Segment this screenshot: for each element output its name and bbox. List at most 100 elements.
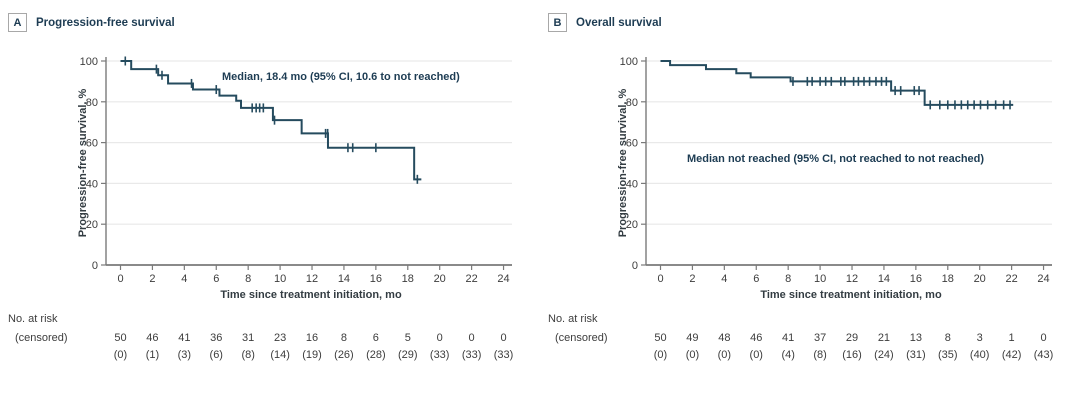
x-tick-label: 14 bbox=[338, 273, 350, 285]
censored-value: (31) bbox=[906, 349, 926, 361]
at-risk-value: 46 bbox=[146, 332, 158, 344]
y-tick-label: 0 bbox=[632, 260, 638, 272]
y-tick-label: 40 bbox=[86, 178, 98, 190]
at-risk-value: 49 bbox=[686, 332, 698, 344]
x-tick-label: 6 bbox=[213, 273, 219, 285]
censored-value: (33) bbox=[430, 349, 450, 361]
km-curve bbox=[660, 60, 1014, 106]
censored-value: (4) bbox=[781, 349, 794, 361]
x-tick-label: 20 bbox=[434, 273, 446, 285]
x-tick-label: 18 bbox=[402, 273, 414, 285]
at-risk-value: 0 bbox=[1040, 332, 1046, 344]
censored-value: (19) bbox=[302, 349, 322, 361]
y-tick-label: 20 bbox=[626, 219, 638, 231]
y-tick-label: 80 bbox=[86, 97, 98, 109]
panel-a-letter: A bbox=[13, 16, 22, 29]
x-tick-label: 2 bbox=[149, 273, 155, 285]
panel-progression-free-survival: A Progression-free survival 0 20 40 60 80 100… bbox=[8, 13, 514, 361]
y-tick-label: 60 bbox=[626, 138, 638, 150]
x-tick-label: 24 bbox=[497, 273, 509, 285]
risk-table-label: No. at risk bbox=[8, 313, 58, 325]
y-tick-label: 80 bbox=[626, 97, 638, 109]
censored-table-label: (censored) bbox=[555, 332, 608, 344]
y-axis-title: Progression-free survival, % bbox=[77, 89, 89, 238]
censored-value: (14) bbox=[270, 349, 290, 361]
censored-table-label: (censored) bbox=[15, 332, 68, 344]
at-risk-value: 8 bbox=[341, 332, 347, 344]
panel-a-letter-box: A bbox=[8, 13, 27, 32]
y-axis-title: Progression-free survival, % bbox=[617, 89, 629, 238]
at-risk-value: 46 bbox=[750, 332, 762, 344]
censored-value: (24) bbox=[874, 349, 894, 361]
at-risk-value: 31 bbox=[242, 332, 254, 344]
censored-value: (8) bbox=[813, 349, 826, 361]
at-risk-value: 29 bbox=[846, 332, 858, 344]
x-tick-label: 12 bbox=[846, 273, 858, 285]
median-annotation: Median, 18.4 mo (95% CI, 10.6 to not rea… bbox=[222, 71, 460, 83]
y-tick-label: 100 bbox=[620, 56, 638, 68]
x-tick-label: 0 bbox=[117, 273, 123, 285]
censored-value: (42) bbox=[1002, 349, 1022, 361]
at-risk-value: 50 bbox=[654, 332, 666, 344]
censored-value: (0) bbox=[686, 349, 699, 361]
x-tick-label: 2 bbox=[689, 273, 695, 285]
censored-value: (33) bbox=[494, 349, 514, 361]
x-tick-label: 6 bbox=[753, 273, 759, 285]
x-tick-label: 8 bbox=[245, 273, 251, 285]
y-tick-label: 20 bbox=[86, 219, 98, 231]
at-risk-value: 13 bbox=[910, 332, 922, 344]
at-risk-value: 41 bbox=[178, 332, 190, 344]
censored-value: (3) bbox=[178, 349, 191, 361]
x-tick-label: 22 bbox=[465, 273, 477, 285]
y-tick-label: 100 bbox=[80, 56, 98, 68]
y-tick-label: 0 bbox=[92, 260, 98, 272]
x-tick-label: 4 bbox=[181, 273, 187, 285]
x-tick-label: 0 bbox=[657, 273, 663, 285]
at-risk-value: 41 bbox=[782, 332, 794, 344]
x-tick-label: 14 bbox=[878, 273, 890, 285]
censored-value: (35) bbox=[938, 349, 958, 361]
x-tick-label: 10 bbox=[814, 273, 826, 285]
censored-value: (0) bbox=[750, 349, 763, 361]
censored-value: (28) bbox=[366, 349, 386, 361]
at-risk-value: 37 bbox=[814, 332, 826, 344]
at-risk-value: 0 bbox=[437, 332, 443, 344]
x-axis-title: Time since treatment initiation, mo bbox=[220, 289, 402, 301]
censored-value: (40) bbox=[970, 349, 990, 361]
at-risk-value: 8 bbox=[945, 332, 951, 344]
y-tick-label: 60 bbox=[86, 138, 98, 150]
at-risk-value: 50 bbox=[114, 332, 126, 344]
x-tick-label: 4 bbox=[721, 273, 727, 285]
censored-value: (1) bbox=[146, 349, 159, 361]
censored-value: (6) bbox=[210, 349, 223, 361]
at-risk-value: 0 bbox=[469, 332, 475, 344]
at-risk-value: 21 bbox=[878, 332, 890, 344]
at-risk-value: 48 bbox=[718, 332, 730, 344]
x-tick-label: 18 bbox=[942, 273, 954, 285]
x-tick-label: 16 bbox=[910, 273, 922, 285]
at-risk-value: 36 bbox=[210, 332, 222, 344]
panel-b-letter-box: B bbox=[548, 13, 567, 32]
risk-table-label: No. at risk bbox=[548, 313, 598, 325]
at-risk-value: 1 bbox=[1009, 332, 1015, 344]
x-tick-label: 20 bbox=[974, 273, 986, 285]
y-tick-label: 40 bbox=[626, 178, 638, 190]
at-risk-value: 23 bbox=[274, 332, 286, 344]
censored-value: (43) bbox=[1034, 349, 1054, 361]
panel-a-title: Progression-free survival bbox=[36, 16, 175, 29]
x-tick-label: 8 bbox=[785, 273, 791, 285]
censored-value: (0) bbox=[718, 349, 731, 361]
panel-b-title: Overall survival bbox=[576, 16, 662, 29]
at-risk-value: 3 bbox=[977, 332, 983, 344]
censored-value: (0) bbox=[114, 349, 127, 361]
at-risk-value: 16 bbox=[306, 332, 318, 344]
panel-b-header: B Overall survival bbox=[548, 13, 662, 32]
panel-b-letter: B bbox=[553, 16, 562, 29]
at-risk-value: 0 bbox=[500, 332, 506, 344]
x-axis-title: Time since treatment initiation, mo bbox=[760, 289, 942, 301]
censored-value: (26) bbox=[334, 349, 354, 361]
censored-value: (33) bbox=[462, 349, 482, 361]
